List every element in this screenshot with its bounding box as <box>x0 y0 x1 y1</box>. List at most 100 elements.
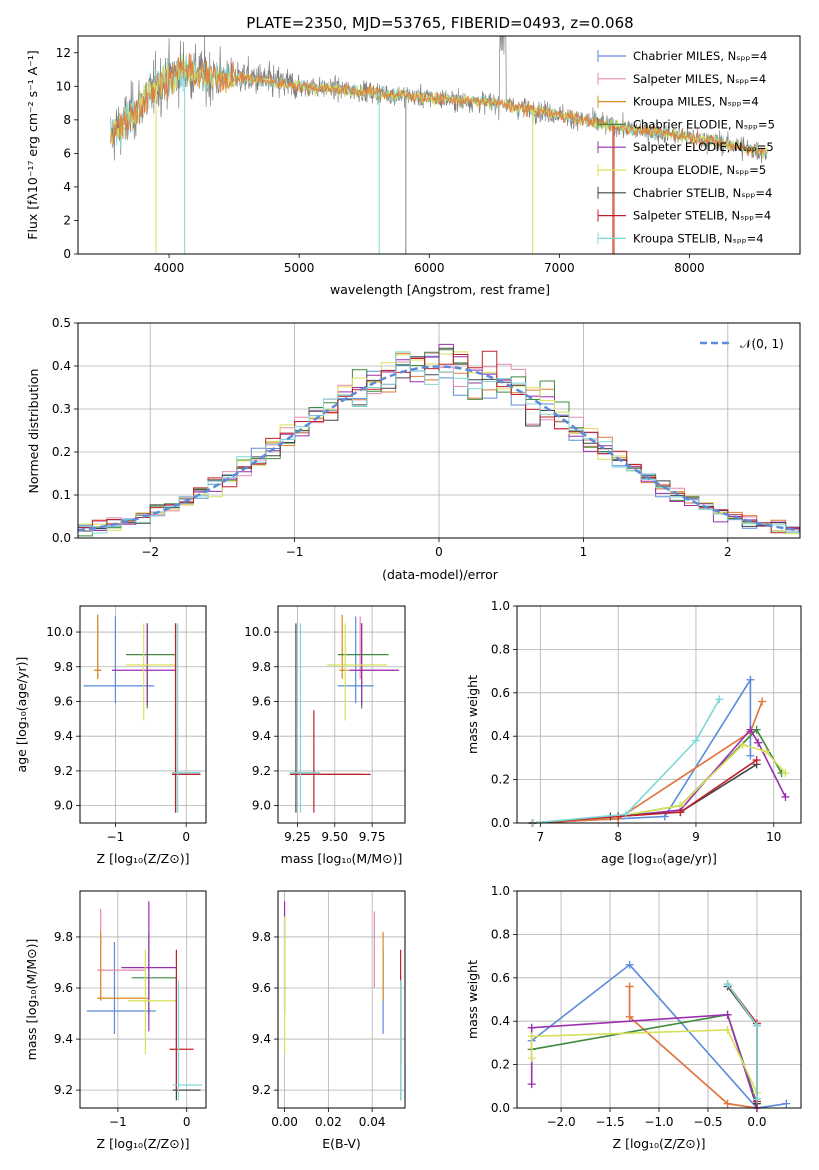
normal-curve <box>78 365 800 532</box>
age-vs-mass-point-salpeter-elodie <box>349 623 400 705</box>
residual-legend: 𝒩(0, 1) <box>700 337 784 351</box>
residual-panel: −2 −1 0 1 2 0.0 0.1 0.2 0.3 0.4 0.5 𝒩(0, 1) (data-… <box>26 316 801 582</box>
mass-vs-Z-frame <box>79 890 207 1109</box>
age-vs-Z-xtick-label: 0 <box>182 830 190 844</box>
mass-weight-vs-Z-xtick-label: −2.0 <box>546 1115 575 1129</box>
mass-weight-vs-Z-series-salpeter-stelib <box>723 980 761 1106</box>
mass-vs-Z-ytick-label: 9.4 <box>54 1032 73 1046</box>
mass-weight-vs-Z-series-salpeter-elodie <box>527 1010 761 1112</box>
mass-vs-ebv-xtick-label: 0.00 <box>271 1115 298 1129</box>
weight-marker <box>761 747 770 756</box>
weight-marker <box>715 695 724 704</box>
residual-ylabel: Normed distribution <box>26 369 41 494</box>
observed-spectrum <box>110 36 768 164</box>
age-vs-mass-xtick-label: 9.25 <box>284 830 311 844</box>
legend-label-salpeter-elodie: Salpeter ELODIE, Nₛₚₚ=5 <box>633 140 774 154</box>
mass-weight-vs-Z-frame <box>516 890 802 1109</box>
normal-legend-label: 𝒩(0, 1) <box>740 337 784 351</box>
mass-vs-ebv-xtick-label: 0.02 <box>315 1115 342 1129</box>
spectrum-xlabel: wavelength [Angstrom, rest frame] <box>330 282 550 297</box>
weight-marker <box>676 808 685 817</box>
mass-vs-Z-xtick-label: 0 <box>183 1115 191 1129</box>
age-vs-Z-point-kroupa-elodie <box>126 623 176 721</box>
weight-marker <box>746 751 755 760</box>
mass-weight-vs-age-panel: 7 8 9 10 0.0 0.2 0.4 0.6 0.8 1.0 age [log₁₀(age/yr… <box>465 599 802 866</box>
mass-weight-vs-age-ylabel: mass weight <box>465 675 480 754</box>
mass-vs-ebv-grid <box>278 891 405 1108</box>
mass-weight-vs-Z-ytick-label: 0.8 <box>491 927 510 941</box>
spectrum-legend: Chabrier MILES, Nₛₚₚ=4 Salpeter MILES, Nₛ… <box>597 49 775 245</box>
weight-line <box>531 1013 758 1104</box>
spectrum-ytick-label: 2 <box>63 213 71 227</box>
histogram-chabrier-stelib <box>78 347 800 533</box>
age-vs-mass-frame <box>277 605 406 824</box>
weight-marker <box>754 738 763 747</box>
age-vs-Z-grid <box>80 606 206 823</box>
mass-weight-vs-age-series-salpeter-miles <box>528 697 767 827</box>
mass-weight-vs-age-ytick-label: 0.8 <box>491 642 510 656</box>
mass-vs-ebv-ytick-label: 9.2 <box>252 1083 271 1097</box>
mass-vs-Z-point-kroupa-miles <box>97 931 149 1001</box>
age-vs-mass-ytick-label: 10.0 <box>244 625 271 639</box>
mass-vs-ebv-xtick-label: 0.04 <box>359 1115 386 1129</box>
weight-marker <box>723 980 732 989</box>
spectrum-ytick-label: 6 <box>63 146 71 160</box>
mass-weight-vs-age-series-salpeter-stelib <box>528 756 761 827</box>
mass-vs-Z-ytick-label: 9.2 <box>54 1083 73 1097</box>
mass-weight-vs-Z-series-kroupa-stelib <box>723 980 761 1104</box>
legend-label-salpeter-stelib: Salpeter STELIB, Nₛₚₚ=4 <box>633 209 771 223</box>
mass-vs-Z-ylabel: mass [log₁₀(M/M⊙)] <box>24 939 39 1061</box>
weight-marker <box>621 810 630 819</box>
weight-marker <box>746 725 755 734</box>
weight-marker <box>723 1099 732 1108</box>
weight-line <box>532 698 720 824</box>
mass-vs-Z-point-salpeter-miles <box>97 908 146 999</box>
mass-weight-vs-Z-ytick-label: 0.6 <box>491 971 510 985</box>
figure-title: PLATE=2350, MJD=53765, FIBERID=0493, z=0… <box>246 14 633 32</box>
residual-ytick-label: 0.5 <box>52 316 71 330</box>
weight-marker <box>527 1080 536 1089</box>
mass-vs-Z-point-salpeter-elodie <box>121 901 177 1032</box>
mass-vs-Z-ytick-label: 9.6 <box>54 981 73 995</box>
age-vs-Z-frame <box>79 605 207 824</box>
mass-weight-vs-Z-xtick-label: −1.5 <box>595 1115 624 1129</box>
legend-label-chabrier-miles: Chabrier MILES, Nₛₚₚ=4 <box>633 49 767 63</box>
residual-xtick-label: −2 <box>141 545 159 559</box>
weight-marker <box>738 740 747 749</box>
age-vs-mass-ytick-label: 9.6 <box>252 694 271 708</box>
mass-vs-ebv-ytick-label: 9.4 <box>252 1032 271 1046</box>
mass-weight-vs-Z-ytick-label: 1.0 <box>491 884 510 898</box>
weight-marker <box>614 812 623 821</box>
weight-marker <box>752 756 761 765</box>
residual-ytick-label: 0.4 <box>52 359 71 373</box>
age-vs-mass-point-kroupa-elodie <box>327 623 388 721</box>
mass-vs-ebv-ytick-label: 9.8 <box>252 930 271 944</box>
age-vs-mass-point-kroupa-stelib <box>289 623 320 813</box>
mass-weight-vs-Z-xlabel: Z [log₁₀(Z/Z⊙)] <box>613 1136 706 1151</box>
mass-weight-vs-age-xtick-label: 9 <box>692 830 700 844</box>
residual-ytick-label: 0.2 <box>52 445 71 459</box>
weight-marker <box>625 1012 634 1021</box>
mass-weight-vs-age-frame <box>516 605 802 824</box>
mass-weight-vs-Z-xtick-label: −1.0 <box>644 1115 673 1129</box>
spectrum-xtick-label: 4000 <box>154 261 185 275</box>
mass-vs-ebv-ytick-label: 9.6 <box>252 981 271 995</box>
mass-weight-vs-age-series-kroupa-stelib <box>528 695 724 827</box>
mass-weight-vs-age-xtick-label: 7 <box>537 830 545 844</box>
mass-weight-vs-Z-ytick-label: 0.0 <box>491 1101 510 1115</box>
age-vs-mass-xtick-label: 9.75 <box>359 830 386 844</box>
weight-marker <box>625 982 634 991</box>
weight-marker <box>691 736 700 745</box>
mass-vs-Z-point-salpeter-stelib <box>169 949 194 1091</box>
spectrum-ytick-label: 12 <box>56 46 71 60</box>
legend-label-kroupa-stelib: Kroupa STELIB, Nₛₚₚ=4 <box>633 231 764 245</box>
age-vs-mass-ytick-label: 9.0 <box>252 799 271 813</box>
age-vs-Z-xlabel: Z [log₁₀(Z/Z⊙)] <box>97 851 190 866</box>
age-vs-Z-panel: −1 0 9.0 9.2 9.4 9.6 9.8 10.0 Z [log₁₀(Z/Z⊙)] age… <box>14 605 207 866</box>
mass-weight-vs-age-xtick-label: 8 <box>614 830 622 844</box>
spectrum-ytick-label: 0 <box>63 247 71 261</box>
weight-marker <box>723 1010 732 1019</box>
spectrum-frame <box>77 35 801 255</box>
residual-ticks: −2 −1 0 1 2 0.0 0.1 0.2 0.3 0.4 0.5 <box>52 316 732 559</box>
age-vs-Z-point-kroupa-miles <box>94 614 102 679</box>
